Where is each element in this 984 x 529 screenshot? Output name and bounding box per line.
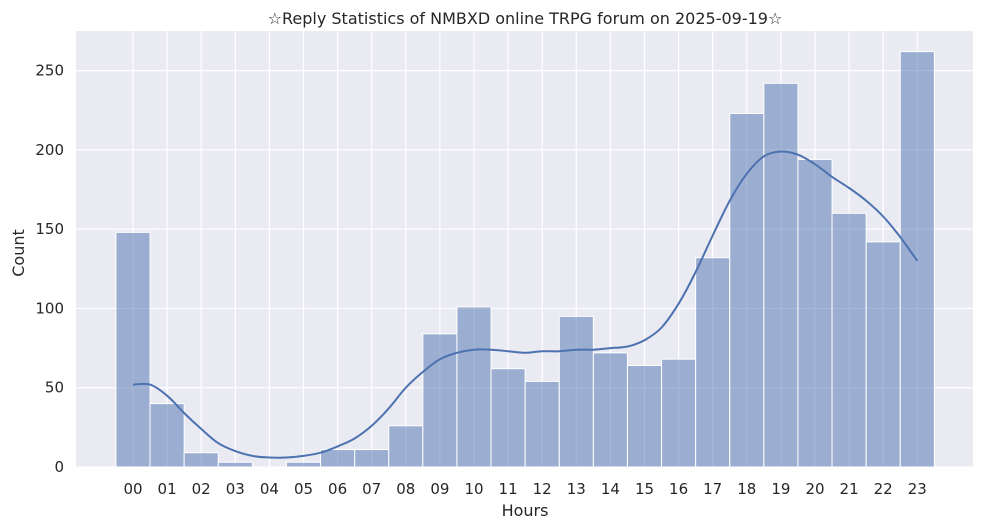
y-tick-label: 100 bbox=[35, 299, 64, 317]
kde-line-group bbox=[132, 150, 919, 459]
bars bbox=[115, 51, 935, 468]
x-tick-labels: 00 01 02 03 04 05 06 07 08 09 10 11 12 13 14 15 16 17 18 19… bbox=[123, 480, 926, 498]
y-tick-label: 200 bbox=[35, 141, 64, 159]
bar-19 bbox=[763, 82, 799, 468]
x-tick-label: 03 bbox=[226, 480, 245, 498]
bar-10 bbox=[456, 306, 492, 468]
x-tick-label: 05 bbox=[294, 480, 313, 498]
y-tick-label: 50 bbox=[45, 379, 64, 397]
bar-09 bbox=[422, 333, 458, 468]
bar-14 bbox=[592, 352, 628, 468]
x-tick-label: 07 bbox=[362, 480, 381, 498]
y-tick-label: 150 bbox=[35, 220, 64, 238]
x-tick-label: 16 bbox=[669, 480, 688, 498]
bar-07 bbox=[354, 449, 390, 468]
bar-03 bbox=[217, 461, 253, 468]
x-tick-label: 21 bbox=[840, 480, 859, 498]
x-tick-label: 01 bbox=[158, 480, 177, 498]
x-tick-label: 19 bbox=[771, 480, 790, 498]
bar-05 bbox=[285, 461, 322, 468]
x-tick-label: 09 bbox=[430, 480, 449, 498]
bar-15 bbox=[626, 365, 663, 468]
x-tick-label: 22 bbox=[874, 480, 893, 498]
chart-title: ☆Reply Statistics of NMBXD online TRPG f… bbox=[268, 9, 783, 28]
x-tick-label: 04 bbox=[260, 480, 279, 498]
x-tick-label: 13 bbox=[567, 480, 586, 498]
bar-02 bbox=[183, 452, 219, 468]
bar-22 bbox=[865, 241, 901, 468]
bar-06 bbox=[320, 449, 356, 468]
x-tick-label: 18 bbox=[737, 480, 756, 498]
kde-line bbox=[132, 150, 919, 459]
x-tick-label: 06 bbox=[328, 480, 347, 498]
bar-08 bbox=[388, 425, 424, 468]
y-axis-label: Count bbox=[9, 229, 28, 277]
y-tick-labels: 0 50 100 150 200 250 bbox=[35, 62, 64, 476]
x-tick-label: 15 bbox=[635, 480, 654, 498]
x-tick-label: 00 bbox=[123, 480, 142, 498]
x-tick-label: 11 bbox=[499, 480, 518, 498]
bar-01 bbox=[149, 403, 185, 468]
bar-16 bbox=[661, 358, 697, 468]
x-tick-label: 12 bbox=[533, 480, 552, 498]
x-axis-label: Hours bbox=[502, 501, 549, 520]
x-tick-label: 14 bbox=[601, 480, 620, 498]
bar-12 bbox=[524, 380, 560, 468]
x-tick-label: 10 bbox=[464, 480, 483, 498]
bar-00 bbox=[115, 231, 151, 468]
bar-18 bbox=[729, 112, 765, 468]
bar-21 bbox=[831, 212, 867, 468]
bar-13 bbox=[558, 315, 594, 468]
bar-11 bbox=[490, 368, 526, 468]
bar-20 bbox=[797, 158, 833, 468]
x-tick-label: 23 bbox=[908, 480, 927, 498]
y-tick-label: 250 bbox=[35, 62, 64, 80]
y-tick-label: 0 bbox=[54, 458, 64, 476]
x-tick-label: 08 bbox=[396, 480, 415, 498]
bar-23 bbox=[899, 51, 935, 468]
bar-17 bbox=[695, 257, 731, 468]
x-tick-label: 02 bbox=[192, 480, 211, 498]
x-tick-label: 17 bbox=[703, 480, 722, 498]
x-tick-label: 20 bbox=[805, 480, 824, 498]
